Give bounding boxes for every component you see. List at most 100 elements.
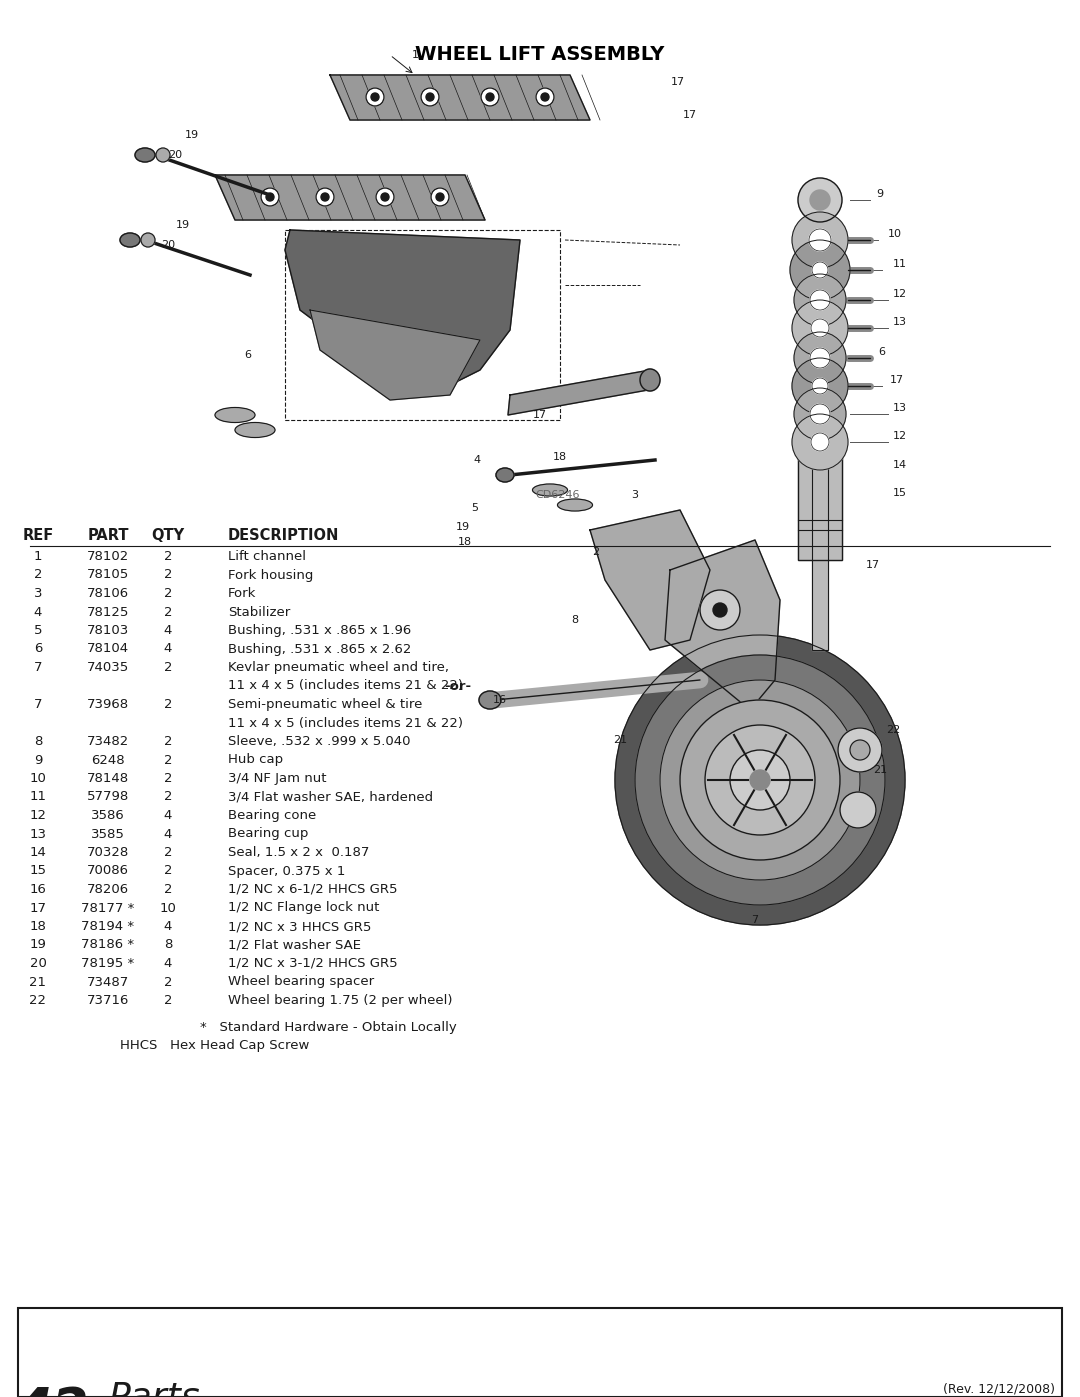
Text: Lift channel: Lift channel bbox=[228, 550, 306, 563]
Text: 78148: 78148 bbox=[86, 773, 130, 785]
Text: 20: 20 bbox=[167, 149, 183, 161]
Text: 78106: 78106 bbox=[86, 587, 130, 599]
Text: 17: 17 bbox=[866, 560, 880, 570]
Text: Semi-pneumatic wheel & tire: Semi-pneumatic wheel & tire bbox=[228, 698, 422, 711]
Text: 8: 8 bbox=[571, 615, 579, 624]
Circle shape bbox=[812, 379, 828, 394]
Text: 2: 2 bbox=[164, 773, 172, 785]
Text: 2: 2 bbox=[164, 883, 172, 895]
Text: 17: 17 bbox=[671, 77, 685, 87]
Circle shape bbox=[789, 240, 850, 300]
Text: 4: 4 bbox=[473, 455, 481, 465]
Text: DESCRIPTION: DESCRIPTION bbox=[228, 528, 339, 543]
Circle shape bbox=[541, 94, 549, 101]
Circle shape bbox=[792, 358, 848, 414]
Ellipse shape bbox=[532, 483, 567, 496]
Text: 2: 2 bbox=[593, 548, 599, 557]
Text: 9: 9 bbox=[877, 189, 883, 198]
Circle shape bbox=[316, 189, 334, 205]
Polygon shape bbox=[508, 370, 650, 415]
Text: 73482: 73482 bbox=[86, 735, 130, 747]
Circle shape bbox=[838, 728, 882, 773]
Text: HHCS   Hex Head Cap Screw: HHCS Hex Head Cap Screw bbox=[120, 1039, 309, 1052]
Text: 78195 *: 78195 * bbox=[81, 957, 135, 970]
Text: 19: 19 bbox=[185, 130, 199, 140]
Circle shape bbox=[810, 348, 831, 367]
Text: 4: 4 bbox=[164, 809, 172, 821]
Text: 78177 *: 78177 * bbox=[81, 901, 135, 915]
Text: 10: 10 bbox=[29, 773, 46, 785]
Text: Wheel bearing 1.75 (2 per wheel): Wheel bearing 1.75 (2 per wheel) bbox=[228, 995, 453, 1007]
Circle shape bbox=[812, 263, 828, 278]
Text: Wheel bearing spacer: Wheel bearing spacer bbox=[228, 975, 374, 989]
Text: 1/2 NC x 6-1/2 HHCS GR5: 1/2 NC x 6-1/2 HHCS GR5 bbox=[228, 883, 397, 895]
Circle shape bbox=[381, 193, 389, 201]
Text: Hub cap: Hub cap bbox=[228, 753, 283, 767]
Circle shape bbox=[810, 190, 831, 210]
Text: 2: 2 bbox=[164, 698, 172, 711]
Text: 2: 2 bbox=[164, 753, 172, 767]
Text: REF: REF bbox=[23, 528, 54, 543]
Circle shape bbox=[798, 177, 842, 222]
Text: 4: 4 bbox=[164, 827, 172, 841]
Text: 21: 21 bbox=[873, 766, 887, 775]
Text: Bearing cup: Bearing cup bbox=[228, 827, 309, 841]
Text: Spacer, 0.375 x 1: Spacer, 0.375 x 1 bbox=[228, 865, 346, 877]
Ellipse shape bbox=[235, 422, 275, 437]
Ellipse shape bbox=[496, 468, 514, 482]
Text: Parts: Parts bbox=[108, 1382, 200, 1397]
Text: 7: 7 bbox=[33, 661, 42, 673]
Circle shape bbox=[792, 212, 848, 268]
Text: 78125: 78125 bbox=[86, 605, 130, 619]
Text: *   Standard Hardware - Obtain Locally: * Standard Hardware - Obtain Locally bbox=[200, 1020, 457, 1034]
Circle shape bbox=[321, 193, 329, 201]
Text: 78102: 78102 bbox=[86, 550, 130, 563]
Text: 70328: 70328 bbox=[86, 847, 130, 859]
Text: 13: 13 bbox=[893, 402, 907, 414]
Text: 2: 2 bbox=[164, 661, 172, 673]
Text: 73716: 73716 bbox=[86, 995, 130, 1007]
Ellipse shape bbox=[120, 233, 140, 247]
Text: 2: 2 bbox=[164, 847, 172, 859]
Text: Seal, 1.5 x 2 x  0.187: Seal, 1.5 x 2 x 0.187 bbox=[228, 847, 369, 859]
Ellipse shape bbox=[640, 369, 660, 391]
Text: 6: 6 bbox=[878, 346, 886, 358]
Text: 2: 2 bbox=[164, 995, 172, 1007]
Text: 2: 2 bbox=[33, 569, 42, 581]
Polygon shape bbox=[310, 310, 480, 400]
Text: Kevlar pneumatic wheel and tire,: Kevlar pneumatic wheel and tire, bbox=[228, 661, 449, 673]
Text: 1: 1 bbox=[411, 50, 419, 60]
Text: 78194 *: 78194 * bbox=[81, 921, 135, 933]
Circle shape bbox=[794, 274, 846, 326]
Bar bbox=[798, 440, 842, 560]
Circle shape bbox=[660, 680, 860, 880]
Text: 16: 16 bbox=[492, 694, 507, 705]
Text: 19: 19 bbox=[29, 939, 46, 951]
Text: 21: 21 bbox=[29, 975, 46, 989]
Text: 78206: 78206 bbox=[86, 883, 130, 895]
Text: 20: 20 bbox=[161, 240, 175, 250]
Text: 73487: 73487 bbox=[86, 975, 130, 989]
Text: 1/2 NC x 3-1/2 HHCS GR5: 1/2 NC x 3-1/2 HHCS GR5 bbox=[228, 957, 397, 970]
Text: PART: PART bbox=[87, 528, 129, 543]
Text: 3: 3 bbox=[33, 587, 42, 599]
Text: 8: 8 bbox=[33, 735, 42, 747]
Text: 1/2 NC x 3 HHCS GR5: 1/2 NC x 3 HHCS GR5 bbox=[228, 921, 372, 933]
Text: 4: 4 bbox=[164, 921, 172, 933]
Text: 2: 2 bbox=[164, 791, 172, 803]
Circle shape bbox=[436, 193, 444, 201]
Text: 1/2 Flat washer SAE: 1/2 Flat washer SAE bbox=[228, 939, 361, 951]
Circle shape bbox=[261, 189, 279, 205]
Text: 17: 17 bbox=[532, 409, 548, 420]
Text: QTY: QTY bbox=[151, 528, 185, 543]
Text: Bushing, .531 x .865 x 2.62: Bushing, .531 x .865 x 2.62 bbox=[228, 643, 411, 655]
Text: Bushing, .531 x .865 x 1.96: Bushing, .531 x .865 x 1.96 bbox=[228, 624, 411, 637]
Text: 6: 6 bbox=[33, 643, 42, 655]
Text: 15: 15 bbox=[893, 488, 907, 497]
Ellipse shape bbox=[135, 148, 156, 162]
Text: 17: 17 bbox=[29, 901, 46, 915]
Circle shape bbox=[750, 770, 770, 789]
Text: 10: 10 bbox=[888, 229, 902, 239]
Text: 7: 7 bbox=[752, 915, 758, 925]
Text: 19: 19 bbox=[176, 219, 190, 231]
